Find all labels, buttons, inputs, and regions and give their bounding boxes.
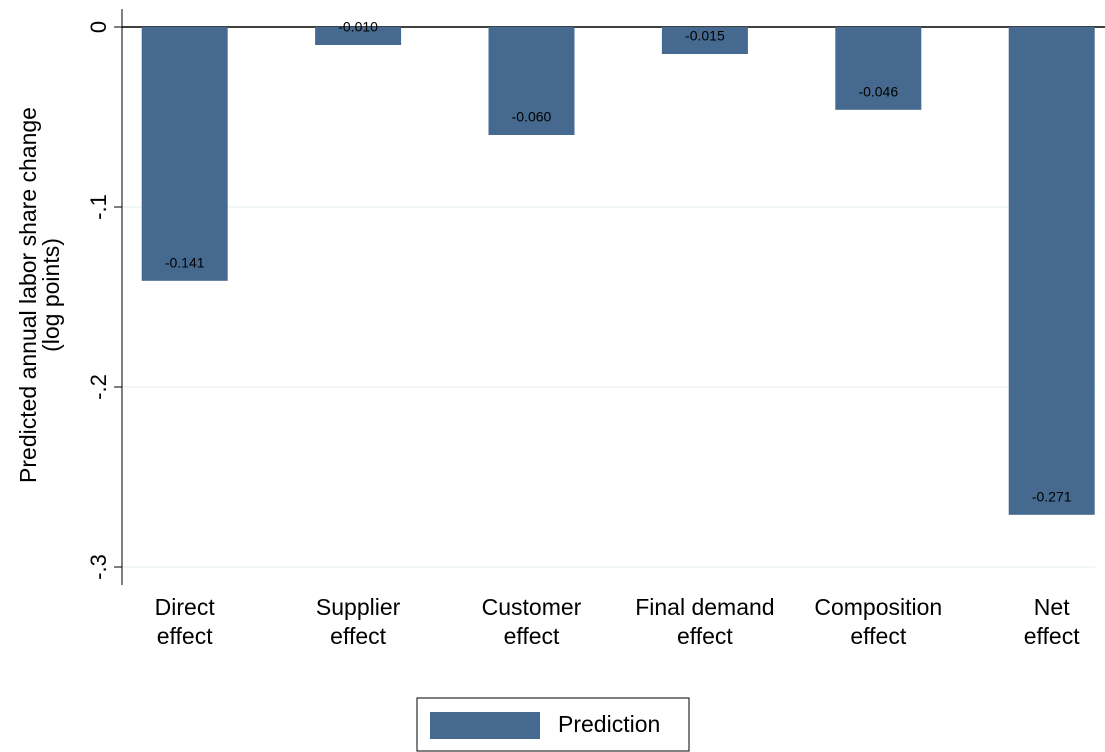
value-label: -0.141 [165,255,205,271]
x-tick-label: effect [330,623,386,649]
x-tick-label: effect [850,623,906,649]
value-label: -0.010 [338,19,378,35]
x-tick-label: Composition [814,594,942,620]
legend-label: Prediction [558,711,660,737]
value-label: -0.271 [1032,489,1072,505]
y-tick-label: -.2 [86,374,111,400]
x-tick-label: effect [677,623,733,649]
x-tick-label: effect [504,623,560,649]
x-tick-label: effect [157,623,213,649]
x-tick-label: Direct [155,594,216,620]
bar [835,27,922,110]
y-tick-label: -.1 [86,194,111,220]
bar [488,27,575,135]
value-label: -0.015 [685,28,725,44]
y-axis-label: (log points) [38,238,64,352]
legend-swatch [430,712,540,739]
y-tick-label: -.3 [86,554,111,580]
x-tick-label: Final demand [635,594,774,620]
x-tick-label: Net [1034,594,1070,620]
x-tick-label: Customer [482,594,582,620]
bar [661,27,748,54]
x-tick-label: effect [1024,623,1080,649]
x-tick-label: Supplier [316,594,401,620]
y-axis-label: Predicted annual labor share change [15,107,41,483]
value-label: -0.046 [858,84,898,100]
y-tick-label: 0 [86,21,111,33]
bar [1008,27,1095,515]
value-label: -0.060 [512,109,552,125]
bar [315,27,402,45]
bar [141,27,228,281]
